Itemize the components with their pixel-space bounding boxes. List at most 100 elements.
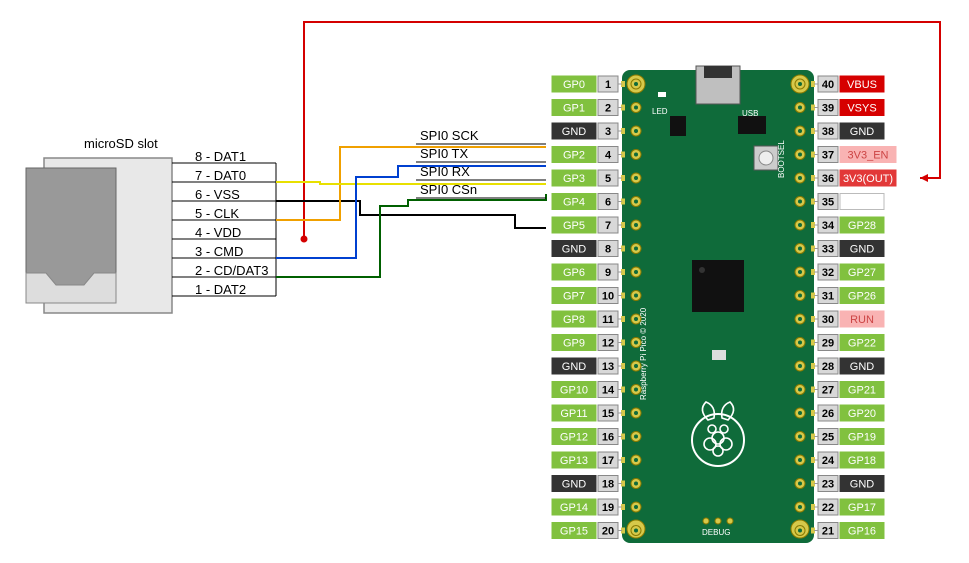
pin-hole-left-inner — [634, 82, 638, 86]
pin-num-left-text: 4 — [605, 150, 612, 162]
pin-hole-right-inner — [798, 529, 802, 533]
debug-pin — [703, 518, 709, 524]
pin-label-right-text: GP19 — [848, 432, 876, 444]
pin-num-right-text: 37 — [822, 150, 834, 162]
pin-num-right-text: 40 — [822, 79, 834, 91]
pin-num-right-text: 22 — [822, 502, 834, 514]
pin-hole-right-inner — [798, 388, 802, 392]
pin-hole-left-inner — [634, 176, 638, 180]
sd-pin-label: 4 - VDD — [195, 225, 241, 240]
pin-hole-left-inner — [634, 270, 638, 274]
pin-num-right-text: 30 — [822, 314, 834, 326]
spi-label: SPI0 TX — [420, 146, 469, 161]
pin-num-right-text: 33 — [822, 244, 834, 256]
pin-num-right-text: 25 — [822, 432, 834, 444]
sd-title: microSD slot — [84, 136, 158, 151]
sd-pin-label: 8 - DAT1 — [195, 149, 246, 164]
pin-label-right-text: GP21 — [848, 385, 876, 397]
pin-label-right-text: VSYS — [847, 103, 876, 115]
pin-label-left-text: GP5 — [563, 220, 585, 232]
debug-label: DEBUG — [702, 528, 730, 537]
bootsel-cap — [759, 151, 773, 165]
usb-port — [704, 66, 732, 78]
pin-num-left-text: 19 — [602, 502, 614, 514]
pin-num-left-text: 6 — [605, 197, 611, 209]
debug-pin — [715, 518, 721, 524]
pin-label-left-text: GP0 — [563, 79, 585, 91]
sd-pin-label: 3 - CMD — [195, 244, 243, 259]
pin-num-left-text: 1 — [605, 79, 611, 91]
pin-label-right-text: GND — [850, 479, 875, 491]
pin-hole-left-inner — [634, 200, 638, 204]
pin-label-right-text: GP16 — [848, 526, 876, 538]
pin-label-right-text: GP22 — [848, 338, 876, 350]
pin-label-left-text: GP11 — [560, 408, 587, 420]
pin-label-right-text: 3V3_EN — [848, 150, 889, 162]
pin-num-right-text: 27 — [822, 385, 834, 397]
pin-hole-right-inner — [798, 153, 802, 157]
pin-num-left-text: 14 — [602, 385, 615, 397]
pin-num-left-text: 15 — [602, 408, 614, 420]
pin-label-left-text: GP6 — [563, 267, 585, 279]
sd-pin-label: 7 - DAT0 — [195, 168, 246, 183]
pin-hole-left-inner — [634, 153, 638, 157]
spi-label: SPI0 CSn — [420, 182, 477, 197]
pin-num-left-text: 17 — [602, 455, 614, 467]
pin-label-left-text: GP3 — [563, 173, 585, 185]
pin-hole-right-inner — [798, 247, 802, 251]
pin-label-right-text: GND — [850, 244, 875, 256]
pin-hole-right-inner — [798, 317, 802, 321]
pin-hole-right-inner — [798, 176, 802, 180]
spi-label: SPI0 SCK — [420, 128, 479, 143]
chip-dot — [699, 267, 705, 273]
small-ic-2 — [670, 116, 686, 136]
pin-hole-right-inner — [798, 223, 802, 227]
pin-num-right-text: 26 — [822, 408, 834, 420]
pin-hole-left-inner — [634, 223, 638, 227]
pin-num-left-text: 12 — [602, 338, 614, 350]
pin-hole-right-inner — [798, 129, 802, 133]
pin-label-left-text: GP7 — [563, 291, 585, 303]
wiring-diagram: microSD slot8 - DAT17 - DAT06 - VSS5 - C… — [0, 0, 969, 563]
pin-hole-right-inner — [798, 294, 802, 298]
pin-num-left-text: 9 — [605, 267, 611, 279]
wire — [276, 194, 546, 277]
pin-num-right-text: 36 — [822, 173, 834, 185]
pin-label-left-text: GND — [562, 244, 587, 256]
pin-num-left-text: 18 — [602, 479, 614, 491]
pin-label-right-text: GND — [850, 361, 875, 373]
pin-hole-left-inner — [634, 411, 638, 415]
pin-hole-left-inner — [634, 458, 638, 462]
pin-label-right-text: 3V3(OUT) — [843, 173, 893, 185]
led — [658, 92, 666, 97]
pin-hole-right-inner — [798, 270, 802, 274]
pin-num-right-text: 35 — [822, 197, 834, 209]
pin-label-right — [840, 194, 884, 210]
pin-hole-right-inner — [798, 411, 802, 415]
pin-hole-left-inner — [634, 106, 638, 110]
pin-label-left-text: GP10 — [560, 385, 588, 397]
pin-label-right-text: GND — [850, 126, 875, 138]
pin-hole-left-inner — [634, 482, 638, 486]
small-ic-1 — [738, 116, 766, 134]
pin-label-left-text: GP4 — [563, 197, 585, 209]
pin-num-right-text: 21 — [822, 526, 834, 538]
pin-num-left-text: 11 — [602, 314, 614, 326]
pin-num-right-text: 32 — [822, 267, 834, 279]
pin-label-left-text: GP8 — [563, 314, 585, 326]
pin-hole-left-inner — [634, 341, 638, 345]
pin-hole-right-inner — [798, 458, 802, 462]
pin-label-left-text: GND — [562, 126, 587, 138]
pin-label-left-text: GP12 — [560, 432, 588, 444]
sd-pin-label: 1 - DAT2 — [195, 282, 246, 297]
sd-pin-label: 2 - CD/DAT3 — [195, 263, 268, 278]
pin-num-left-text: 5 — [605, 173, 611, 185]
pin-num-left-text: 13 — [602, 361, 614, 373]
pin-label-right-text: VBUS — [847, 79, 877, 91]
pin-hole-right-inner — [798, 200, 802, 204]
pin-hole-left-inner — [634, 529, 638, 533]
pin-label-right-text: GP17 — [848, 502, 876, 514]
pin-num-left-text: 2 — [605, 103, 611, 115]
pin-num-right-text: 31 — [822, 291, 834, 303]
pin-hole-right-inner — [798, 364, 802, 368]
